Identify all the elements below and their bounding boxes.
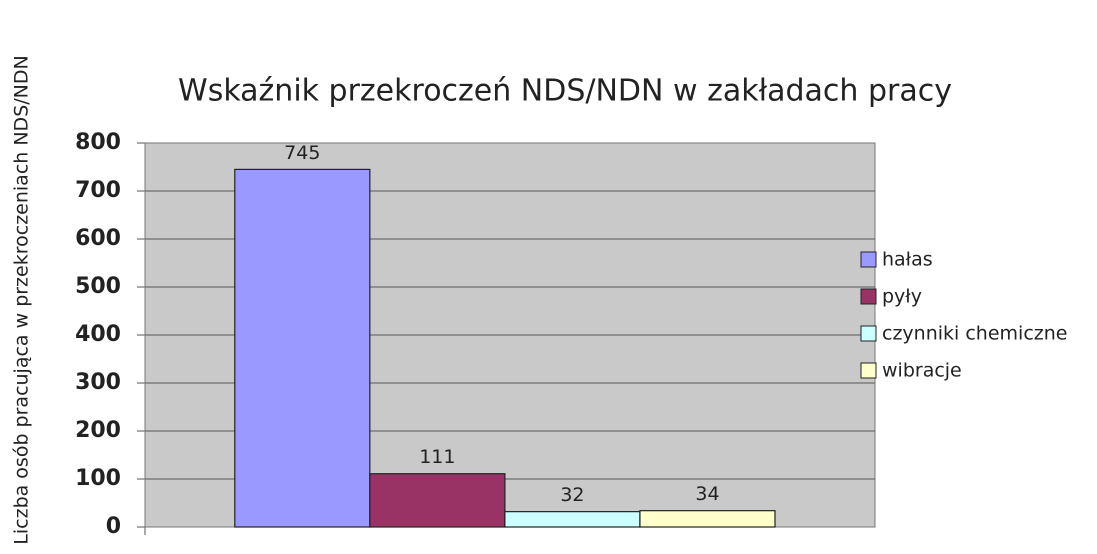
y-tick-label: 800 (75, 130, 121, 155)
legend-label: wibracje (882, 360, 962, 382)
legend-swatch (860, 288, 877, 305)
y-tick-label: 600 (75, 226, 121, 251)
y-tick-label: 400 (75, 322, 121, 347)
y-tick-label: 100 (75, 466, 121, 491)
y-tick-label: 0 (106, 514, 121, 539)
legend-label: hałas (882, 249, 933, 271)
legend-label: czynniki chemiczne (882, 323, 1067, 345)
data-label: 111 (419, 446, 455, 468)
bar (369, 473, 506, 528)
data-label: 745 (284, 142, 320, 164)
y-tick-label: 500 (75, 274, 121, 299)
y-tick-label: 300 (75, 370, 121, 395)
legend-swatch (860, 251, 877, 268)
bar (504, 511, 641, 528)
legend-label: pyły (882, 286, 922, 308)
bar (639, 510, 776, 528)
data-label: 32 (560, 484, 584, 506)
bar (234, 168, 371, 528)
legend-swatch (860, 362, 877, 379)
y-axis-label: Liczba osób pracująca w przekroczeniach … (11, 55, 33, 544)
y-tick-label: 200 (75, 418, 121, 443)
y-tick-label: 700 (75, 178, 121, 203)
legend-swatch (860, 325, 877, 342)
chart-title: Wskaźnik przekroczeń NDS/NDN w zakładach… (178, 74, 952, 109)
data-label: 34 (695, 483, 719, 505)
